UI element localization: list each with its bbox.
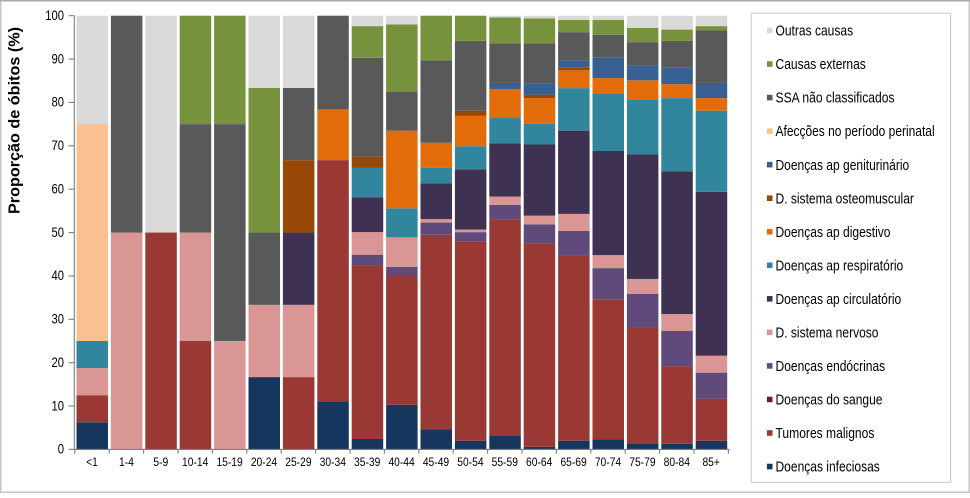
svg-text:Afecções no período perinatal: Afecções no período perinatal (776, 124, 935, 140)
svg-text:25-29: 25-29 (285, 455, 311, 469)
svg-text:50-54: 50-54 (457, 455, 483, 469)
svg-text:Causas externas: Causas externas (776, 57, 866, 73)
svg-text:85+: 85+ (702, 455, 720, 469)
svg-text:D. sistema nervoso: D. sistema nervoso (776, 325, 879, 341)
svg-text:Tumores malignos: Tumores malignos (776, 426, 875, 442)
svg-text:80-84: 80-84 (664, 455, 690, 469)
svg-text:70: 70 (52, 137, 65, 153)
svg-text:10: 10 (52, 397, 65, 413)
svg-text:40: 40 (52, 267, 65, 283)
svg-text:60: 60 (52, 180, 65, 196)
svg-text:0: 0 (58, 441, 65, 457)
svg-text:SSA não classificados: SSA não classificados (776, 91, 895, 107)
svg-text:Doenças ap respiratório: Doenças ap respiratório (776, 258, 904, 274)
svg-text:55-59: 55-59 (492, 455, 518, 469)
svg-text:40-44: 40-44 (388, 455, 414, 469)
svg-text:Doenças ap geniturinário: Doenças ap geniturinário (776, 158, 910, 174)
svg-text:20: 20 (52, 354, 65, 370)
svg-text:5-9: 5-9 (153, 455, 168, 469)
svg-text:Outras causas: Outras causas (776, 24, 854, 40)
svg-text:30-34: 30-34 (320, 455, 346, 469)
svg-text:50: 50 (52, 224, 65, 240)
svg-text:Doenças infeciosas: Doenças infeciosas (776, 460, 880, 476)
svg-text:30: 30 (52, 311, 65, 327)
svg-text:60-64: 60-64 (526, 455, 552, 469)
svg-text:Doenças ap circulatório: Doenças ap circulatório (776, 292, 902, 308)
svg-text:Doenças do sangue: Doenças do sangue (776, 393, 883, 409)
svg-text:1-4: 1-4 (119, 455, 134, 469)
svg-text:75-79: 75-79 (629, 455, 655, 469)
svg-text:<1: <1 (86, 455, 98, 469)
svg-text:Doenças endócrinas: Doenças endócrinas (776, 359, 886, 375)
svg-text:45-49: 45-49 (423, 455, 449, 469)
svg-text:D. sistema osteomuscular: D. sistema osteomuscular (776, 191, 915, 207)
svg-text:Proporção de óbitos (%): Proporção de óbitos (%) (7, 27, 24, 214)
svg-text:10-14: 10-14 (182, 455, 208, 469)
svg-text:100: 100 (45, 7, 64, 23)
svg-text:70-74: 70-74 (595, 455, 621, 469)
svg-text:Doenças ap digestivo: Doenças ap digestivo (776, 225, 891, 241)
svg-text:65-69: 65-69 (560, 455, 586, 469)
svg-text:35-39: 35-39 (354, 455, 380, 469)
svg-text:15-19: 15-19 (216, 455, 242, 469)
svg-text:20-24: 20-24 (251, 455, 277, 469)
svg-text:80: 80 (52, 94, 65, 110)
svg-text:90: 90 (52, 50, 65, 66)
